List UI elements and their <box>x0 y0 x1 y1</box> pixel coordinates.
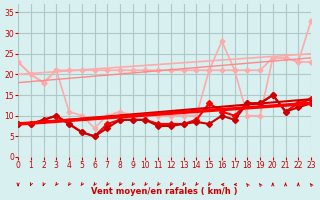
X-axis label: Vent moyen/en rafales ( km/h ): Vent moyen/en rafales ( km/h ) <box>91 187 238 196</box>
